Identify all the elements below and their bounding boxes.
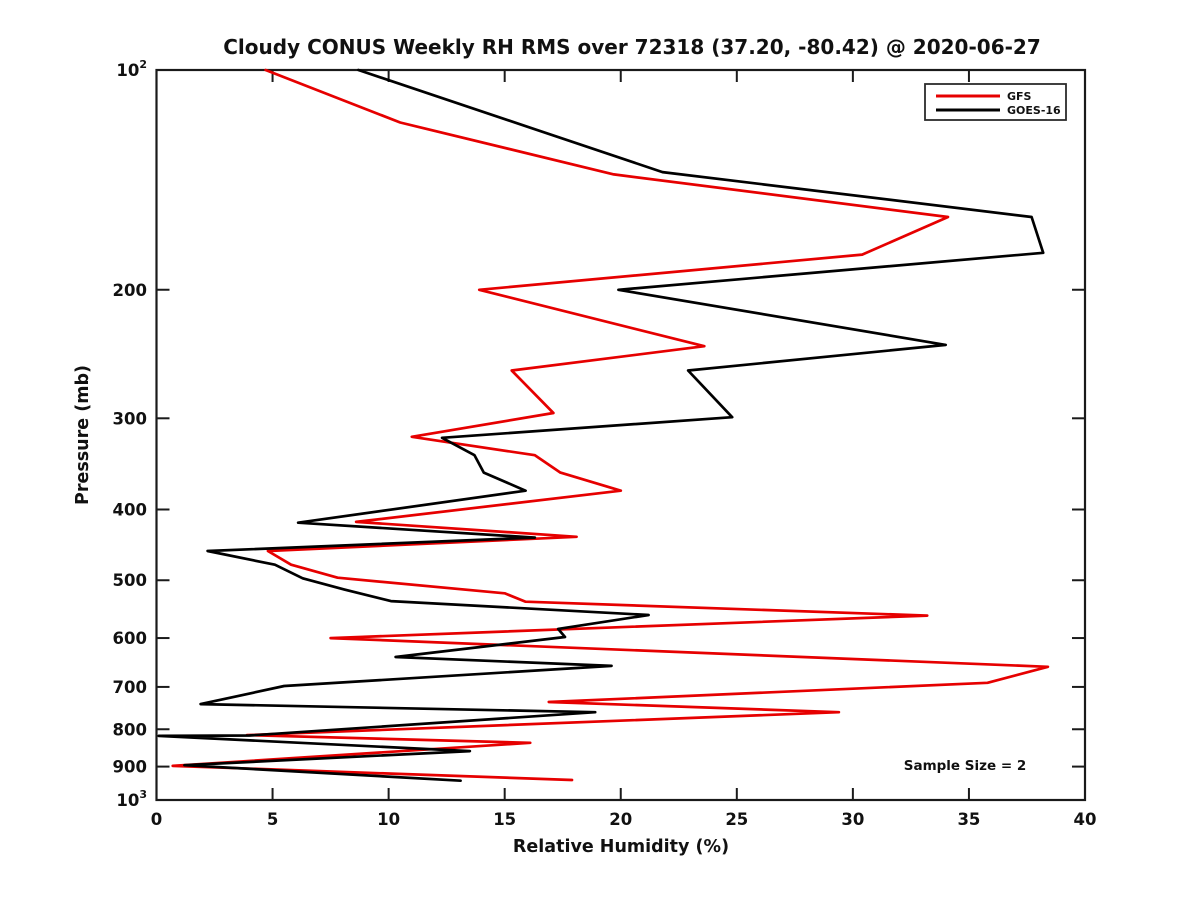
sample-size-annotation: Sample Size = 2 (904, 758, 1027, 774)
x-axis-label: Relative Humidity (%) (513, 837, 729, 857)
legend-label-gfs: GFS (1007, 90, 1032, 103)
chart-title: Cloudy CONUS Weekly RH RMS over 72318 (3… (223, 35, 1041, 59)
y-tick-label: 500 (113, 571, 147, 590)
x-tick-label: 20 (609, 810, 632, 829)
plot-area: 0 5 10 15 20 25 30 35 40 102 200 300 400 500 600 700 800… (113, 58, 1097, 829)
legend-label-goes16: GOES-16 (1007, 104, 1061, 117)
y-tick-label: 300 (113, 409, 147, 428)
series-gfs (171, 68, 1050, 782)
y-tick-label: 700 (113, 678, 147, 697)
x-tick-label: 0 (151, 810, 162, 829)
x-tick-label: 5 (267, 810, 278, 829)
y-tick-label: 900 (113, 758, 147, 777)
y-tick-label: 103 (116, 788, 147, 810)
x-tick-label: 15 (493, 810, 516, 829)
x-tick-label: 10 (377, 810, 400, 829)
y-tick-label: 102 (116, 58, 147, 80)
y-tick-label: 400 (113, 501, 147, 520)
axes-frame (155, 68, 1087, 802)
series-goes-16 (157, 68, 1045, 783)
x-tick-label: 40 (1074, 810, 1097, 829)
y-tick-label: 200 (113, 281, 147, 300)
x-tick-label: 25 (725, 810, 748, 829)
y-tick-label: 800 (113, 720, 147, 739)
x-tick-label: 30 (841, 810, 864, 829)
y-axis-label: Pressure (mb) (73, 365, 93, 505)
y-tick-label: 600 (113, 629, 147, 648)
legend-box (924, 83, 1067, 121)
x-tick-label: 35 (957, 810, 980, 829)
legend: GFS GOES-16 (924, 83, 1067, 121)
